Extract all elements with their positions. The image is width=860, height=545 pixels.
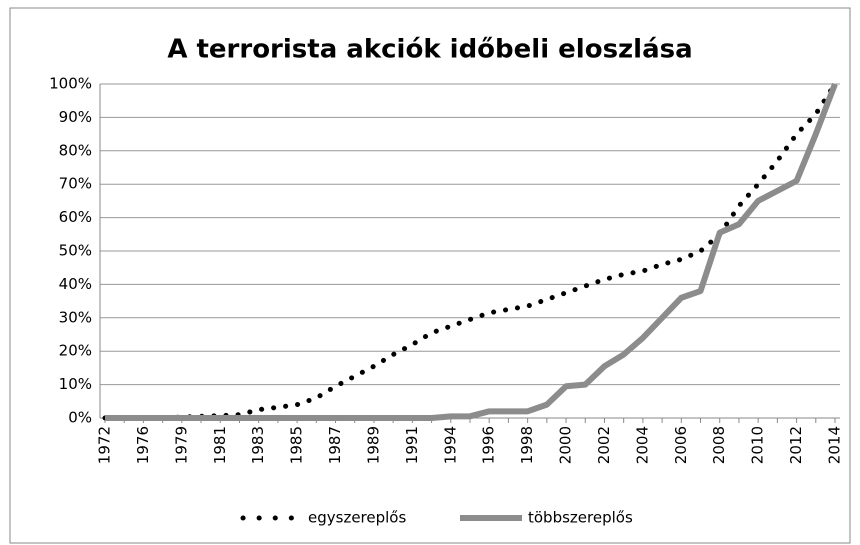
y-tick-label: 70% — [59, 175, 92, 193]
y-tick-label: 0% — [68, 409, 92, 427]
chart-title: A terrorista akciók időbeli eloszlása — [167, 35, 692, 65]
x-tick-label: 1994 — [441, 426, 459, 464]
x-tick-label: 1989 — [364, 426, 382, 464]
x-tick-label: 2008 — [710, 426, 728, 464]
y-tick-label: 40% — [59, 275, 92, 293]
x-tick-label: 1981 — [211, 426, 229, 464]
y-tick-label: 100% — [49, 75, 92, 93]
chart-frame — [9, 7, 851, 544]
x-tick-label: 1998 — [518, 426, 536, 464]
y-tick-label: 60% — [59, 208, 92, 226]
y-tick-label: 50% — [59, 242, 92, 260]
y-tick-label: 80% — [59, 141, 92, 159]
y-tick-label: 90% — [59, 108, 92, 126]
x-tick-label: 2012 — [787, 426, 805, 464]
legend-label: egyszereplős — [308, 509, 406, 527]
y-tick-label: 10% — [59, 375, 92, 393]
x-tick-label: 1983 — [249, 426, 267, 464]
x-tick-label: 2010 — [749, 426, 767, 464]
x-tick-label: 2014 — [826, 426, 844, 464]
x-tick-label: 1979 — [172, 426, 190, 464]
x-tick-label: 1985 — [288, 426, 306, 464]
x-tick-label: 1987 — [326, 426, 344, 464]
y-tick-label: 30% — [59, 308, 92, 326]
y-tick-label: 20% — [59, 342, 92, 360]
x-tick-label: 2000 — [557, 426, 575, 464]
x-tick-label: 2006 — [672, 426, 690, 464]
x-tick-label: 2004 — [633, 426, 651, 464]
legend-label: többszereplős — [528, 509, 633, 527]
x-tick-label: 1976 — [134, 426, 152, 464]
x-tick-label: 1991 — [403, 426, 421, 464]
line — [105, 82, 838, 421]
x-tick-label: 1972 — [96, 426, 114, 464]
x-tick-label: 1996 — [480, 426, 498, 464]
x-tick-label: 2002 — [595, 426, 613, 464]
